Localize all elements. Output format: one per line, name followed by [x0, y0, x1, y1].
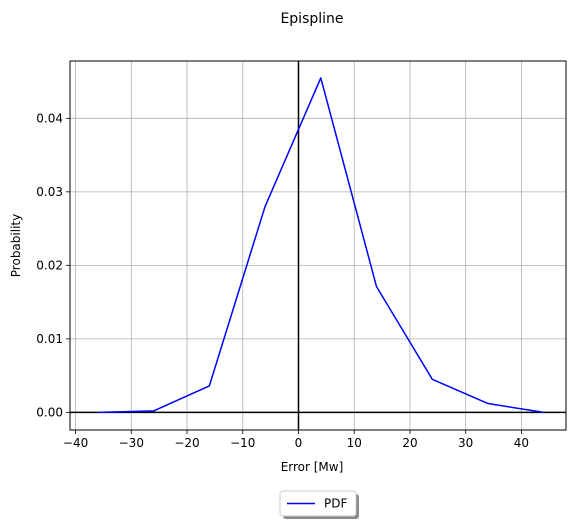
series-layer — [97, 77, 544, 414]
y-tick-label: 0.00 — [36, 405, 63, 419]
plot-frame — [69, 60, 567, 431]
x-axis-label: Error [Mw] — [281, 460, 344, 474]
y-axis-label: Probability — [9, 214, 23, 277]
y-tick-label: 0.02 — [36, 258, 63, 272]
y-axis-ticks: 0.00 0.01 0.02 0.03 0.04 — [36, 111, 70, 419]
series-line-pdf — [97, 77, 544, 414]
y-tick-label: 0.04 — [36, 111, 63, 125]
y-tick-label: 0.03 — [36, 185, 63, 199]
x-tick-label: 40 — [514, 436, 529, 450]
chart-title: Epispline — [280, 11, 343, 27]
reference-lines — [70, 61, 566, 430]
legend-box — [279, 490, 357, 517]
x-tick-label: −30 — [119, 436, 144, 450]
grid — [70, 61, 566, 430]
x-axis-ticks: −40 −30 −20 −10 0 10 20 30 40 — [63, 430, 529, 450]
legend-label-pdf: PDF — [324, 497, 347, 511]
legend: PDF — [279, 490, 359, 519]
x-tick-label: −40 — [63, 436, 88, 450]
x-tick-label: 10 — [347, 436, 362, 450]
x-tick-label: 0 — [295, 436, 303, 450]
x-tick-label: 30 — [458, 436, 473, 450]
y-tick-label: 0.01 — [36, 332, 63, 346]
x-tick-label: −20 — [174, 436, 199, 450]
x-tick-label: −10 — [230, 436, 255, 450]
x-tick-label: 20 — [402, 436, 417, 450]
